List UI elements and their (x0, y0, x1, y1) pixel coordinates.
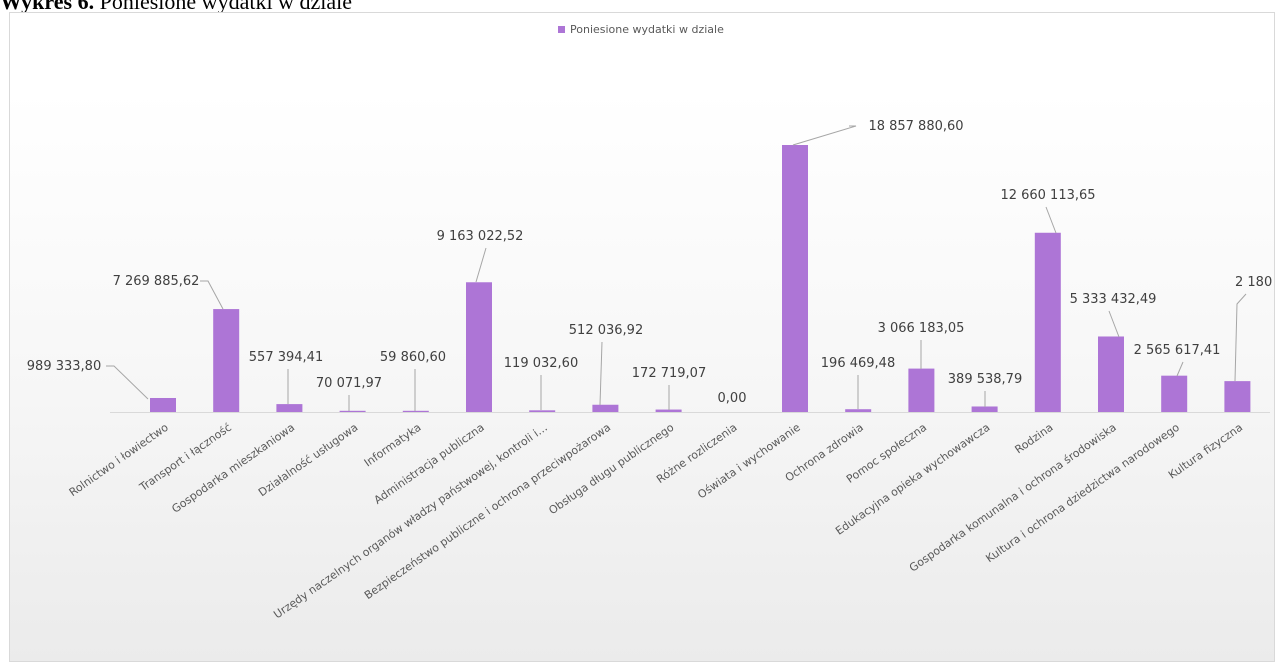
bar (213, 309, 240, 412)
data-label: 3 066 183,05 (878, 321, 965, 336)
bar (971, 406, 998, 412)
figure-caption: Wykres 6. Poniesione wydatki w dziale (0, 0, 352, 15)
bar (276, 404, 303, 412)
data-label: 196 469,48 (821, 356, 895, 371)
chart-legend: Poniesione wydatki w dziale (558, 23, 724, 36)
data-label: 12 660 113,65 (1000, 188, 1095, 203)
bar (908, 368, 935, 412)
plot-area: 989 333,80 Rolnictwo i łowiectwo 7 269 885… (27, 119, 1274, 621)
legend-label: Poniesione wydatki w dziale (570, 23, 724, 36)
data-label: 2 565 617,41 (1134, 343, 1221, 358)
bar (339, 410, 366, 412)
chart-area: Poniesione wydatki w dziale 989 333,80 Ro… (9, 12, 1275, 662)
bar (782, 145, 808, 412)
data-label: 2 180 519,38 (1235, 275, 1274, 290)
bar (1161, 375, 1188, 412)
bar (466, 282, 492, 412)
leader-line (792, 125, 857, 146)
category-tick-label: Gospodarka mieszkaniowa (169, 421, 297, 516)
leader-line (1234, 293, 1247, 382)
data-label: 18 857 880,60 (868, 119, 963, 134)
bar (655, 409, 682, 412)
data-label: 0,00 (718, 391, 747, 406)
bar (1034, 232, 1061, 412)
category-tick-label: Obsługa długu publicznego (546, 421, 676, 518)
leader-line (1045, 206, 1057, 234)
data-label: 7 269 885,62 (113, 274, 200, 289)
data-label: 59 860,60 (380, 350, 446, 365)
category-tick-label: Administracja publiczna (372, 421, 487, 507)
category-tick-label: Rolnictwo i łowiectwo (67, 421, 171, 499)
data-label: 5 333 432,49 (1070, 292, 1157, 307)
bar (1224, 381, 1251, 412)
leader-line (200, 280, 224, 310)
bar (402, 410, 429, 412)
data-label: 70 071,97 (316, 376, 382, 391)
leader-line (1176, 361, 1184, 377)
category-tick-label: Informatyka (362, 421, 424, 470)
legend-swatch (558, 26, 565, 33)
figure-caption-text: Poniesione wydatki w dziale (94, 0, 352, 14)
leader-line (106, 365, 149, 400)
data-label: 989 333,80 (27, 359, 101, 374)
leader-line (599, 341, 603, 406)
figure-caption-number: Wykres 6. (0, 0, 95, 14)
data-label: 389 538,79 (948, 372, 1022, 387)
bar (150, 397, 176, 412)
bar (845, 409, 872, 412)
category-tick-label: Rodzina (1013, 421, 1056, 457)
leader-line (475, 247, 487, 283)
leader-line (1108, 310, 1120, 338)
data-label: 119 032,60 (504, 356, 578, 371)
data-label: 512 036,92 (569, 323, 643, 338)
bar (592, 404, 619, 412)
data-label: 557 394,41 (249, 350, 323, 365)
data-label: 9 163 022,52 (437, 229, 524, 244)
bar-chart: Poniesione wydatki w dziale 989 333,80 Ro… (27, 23, 1274, 621)
category-tick-label: Oświata i wychowanie (695, 421, 803, 502)
data-label: 172 719,07 (632, 366, 706, 381)
bar (529, 410, 556, 412)
bar (1098, 336, 1124, 412)
